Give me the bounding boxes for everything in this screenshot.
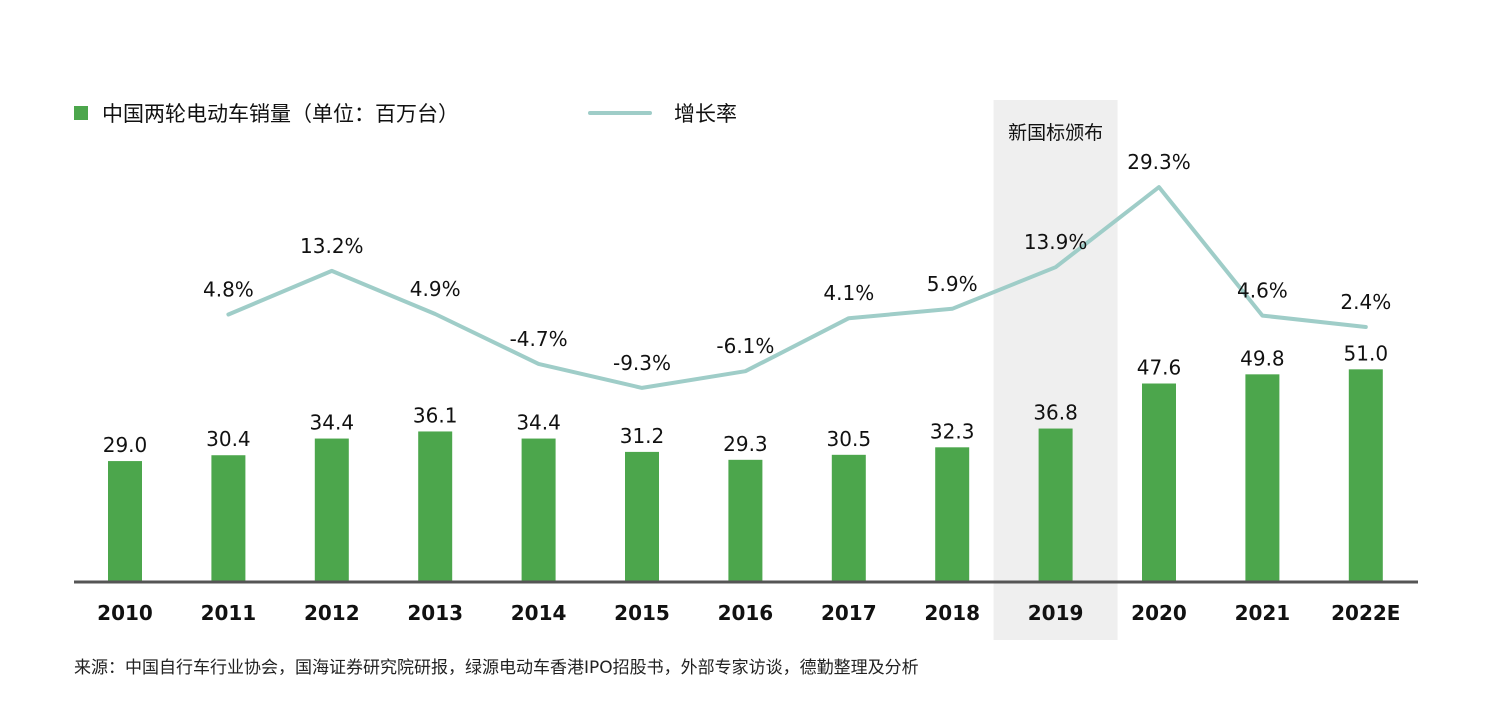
bar-label-2011: 30.4 [206,427,251,451]
bar-2017 [831,454,866,582]
bar-label-2014: 34.4 [516,411,561,435]
bar-2014 [521,438,556,582]
x-axis-tick-labels: 2010 2011 2012 2013 2014 2015 2016 2017 2018 2019… [97,601,1400,625]
bar-2020 [1142,383,1176,582]
x-tick-2020: 2020 [1131,601,1187,625]
legend-line-swatch [588,111,652,115]
x-tick-2019: 2019 [1028,601,1084,625]
growth-label-2021: 4.6% [1237,279,1288,303]
bar-2013 [418,431,453,582]
growth-label-2013: 4.9% [410,277,461,301]
legend-growth-rate-label: 增长率 [674,102,737,126]
growth-label-2018: 5.9% [927,272,978,296]
x-tick-2015: 2015 [614,601,670,625]
bar-2011 [211,455,246,582]
highlight-band-label: 新国标颁布 [1008,122,1103,144]
growth-rate-data-labels: 4.8% 13.2% 4.9% -4.7% -9.3% -6.1% 4.1% 5.9% 13.9… [203,150,1391,375]
bar-label-2022E: 51.0 [1344,341,1389,365]
legend-bar-swatch [74,106,88,120]
bar-label-2018: 32.3 [930,419,975,443]
bar-data-labels: 29.0 30.4 34.4 36.1 34.4 31.2 29.3 30.5 32.3 36.8… [103,341,1388,457]
bar-2016 [728,459,763,582]
x-tick-2018: 2018 [924,601,980,625]
x-tick-2011: 2011 [201,601,257,625]
bar-label-2012: 34.4 [310,411,355,435]
bar-2015 [625,451,659,582]
legend-item-growth-rate: 增长率 [588,98,737,128]
x-tick-2017: 2017 [821,601,877,625]
bar-label-2013: 36.1 [413,403,458,427]
bar-2012 [314,438,349,582]
growth-label-2016: -6.1% [716,334,774,358]
bar-label-2010: 29.0 [103,433,148,457]
x-tick-2021: 2021 [1235,601,1291,625]
growth-label-2017: 4.1% [823,281,874,305]
bar-label-2016: 29.3 [723,432,768,456]
x-tick-2012: 2012 [304,601,360,625]
growth-label-2011: 4.8% [203,278,254,302]
growth-label-2020: 29.3% [1127,150,1191,174]
bar-label-2020: 47.6 [1137,356,1182,380]
growth-label-2022E: 2.4% [1340,290,1391,314]
x-tick-2010: 2010 [97,601,153,625]
growth-label-2015: -9.3% [613,351,671,375]
x-tick-2013: 2013 [407,601,463,625]
x-tick-2016: 2016 [718,601,774,625]
bar-2019 [1038,428,1073,582]
bar-2010 [108,461,142,582]
bar-label-2017: 30.5 [827,427,872,451]
bar-2018 [935,447,970,582]
source-note: 来源：中国自行车行业协会，国海证券研究院研报，绿源电动车香港IPO招股书，外部专… [74,658,919,678]
bar-2021 [1245,374,1280,582]
growth-label-2012: 13.2% [300,234,364,258]
growth-label-2014: -4.7% [510,327,568,351]
bar-label-2021: 49.8 [1240,346,1285,370]
bar-2022E [1348,369,1383,582]
bar-label-2019: 36.8 [1033,401,1078,425]
growth-label-2019: 13.9% [1024,230,1088,254]
legend-item-sales: 中国两轮电动车销量（单位：百万台） [74,98,459,128]
bar-label-2015: 31.2 [620,424,665,448]
growth-rate-line [226,185,1368,390]
legend-sales-label: 中国两轮电动车销量（单位：百万台） [102,102,459,126]
x-tick-2014: 2014 [511,601,567,625]
x-tick-2022E: 2022E [1331,601,1400,625]
bar-series [108,369,1383,582]
growth-rate-series [226,185,1368,390]
